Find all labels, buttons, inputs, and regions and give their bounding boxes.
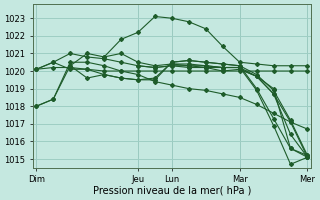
- X-axis label: Pression niveau de la mer( hPa ): Pression niveau de la mer( hPa ): [93, 186, 251, 196]
